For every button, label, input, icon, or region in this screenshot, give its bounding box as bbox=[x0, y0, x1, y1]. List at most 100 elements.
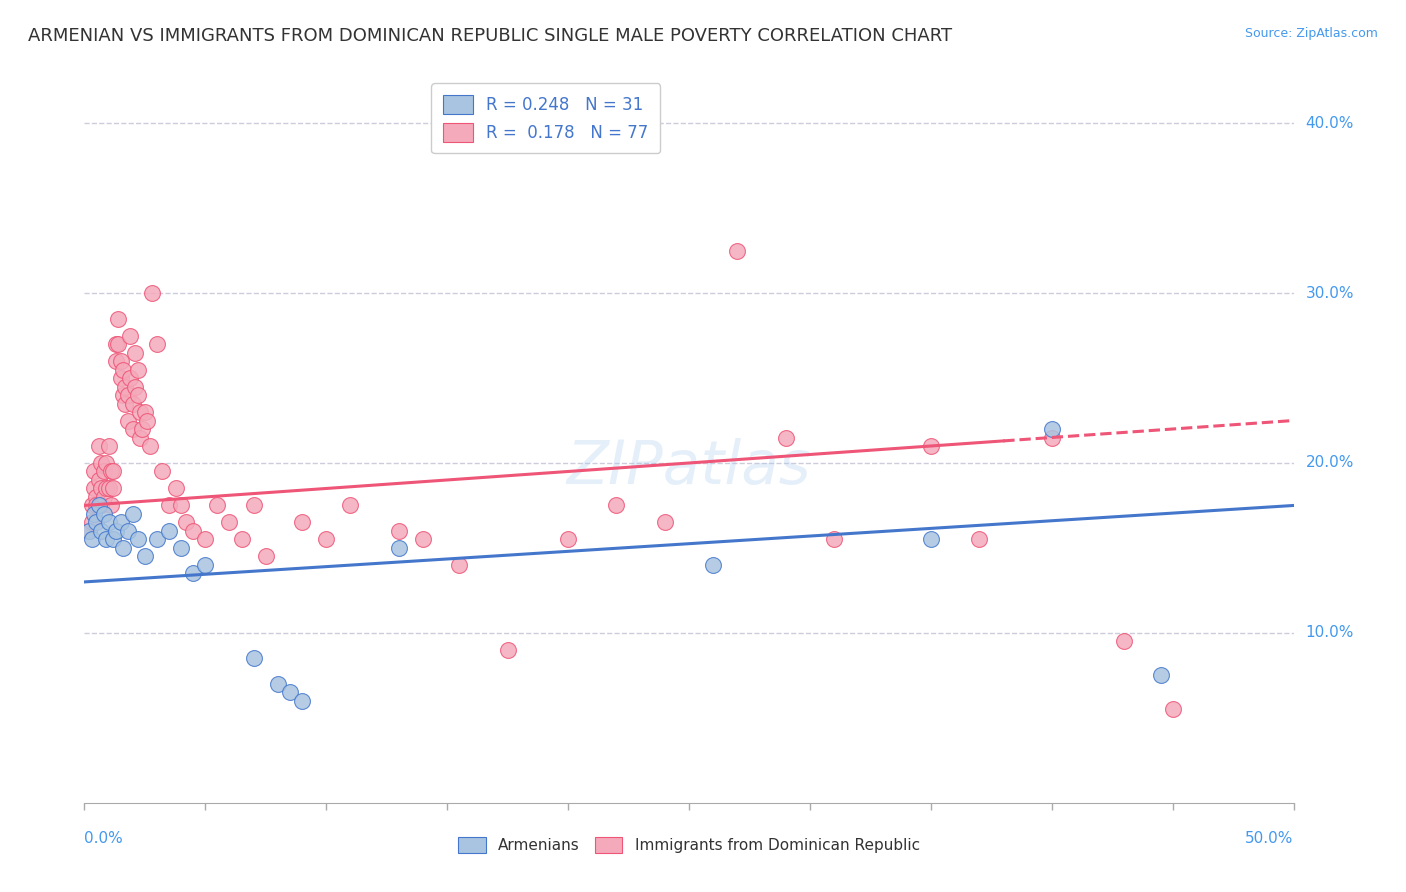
Point bbox=[103, 465, 125, 479]
Point bbox=[181, 524, 204, 538]
Point bbox=[86, 516, 108, 530]
Point bbox=[117, 388, 139, 402]
Text: 10.0%: 10.0% bbox=[1306, 625, 1354, 640]
Text: Source: ZipAtlas.com: Source: ZipAtlas.com bbox=[1244, 27, 1378, 40]
Point bbox=[90, 482, 112, 496]
Point bbox=[77, 524, 100, 538]
Point bbox=[1161, 702, 1184, 716]
Point bbox=[1040, 422, 1063, 436]
Point bbox=[80, 516, 103, 530]
Text: 0.0%: 0.0% bbox=[84, 831, 124, 847]
Point bbox=[104, 524, 127, 538]
Legend: Armenians, Immigrants from Dominican Republic: Armenians, Immigrants from Dominican Rep… bbox=[453, 831, 925, 859]
Point bbox=[94, 482, 117, 496]
Point bbox=[112, 362, 135, 376]
Point bbox=[103, 482, 125, 496]
Point bbox=[114, 396, 136, 410]
Point bbox=[127, 533, 149, 547]
Point bbox=[77, 524, 100, 538]
Point bbox=[136, 413, 159, 427]
Point bbox=[114, 379, 136, 393]
Text: 50.0%: 50.0% bbox=[1246, 831, 1294, 847]
Point bbox=[117, 413, 139, 427]
Point bbox=[388, 524, 411, 538]
Point bbox=[557, 533, 579, 547]
Point bbox=[93, 507, 115, 521]
Point bbox=[124, 379, 146, 393]
Point bbox=[124, 345, 146, 359]
Point bbox=[86, 499, 108, 513]
Point bbox=[150, 465, 173, 479]
Point bbox=[120, 371, 142, 385]
Point bbox=[93, 465, 115, 479]
Point bbox=[291, 694, 314, 708]
Point bbox=[94, 456, 117, 470]
Point bbox=[1040, 430, 1063, 444]
Point bbox=[121, 507, 143, 521]
Point bbox=[104, 337, 127, 351]
Point bbox=[93, 490, 115, 504]
Point bbox=[94, 533, 117, 547]
Point bbox=[207, 499, 229, 513]
Point bbox=[90, 456, 112, 470]
Point bbox=[174, 516, 197, 530]
Point bbox=[254, 549, 277, 564]
Point bbox=[80, 533, 103, 547]
Point bbox=[775, 430, 797, 444]
Point bbox=[654, 516, 676, 530]
Point bbox=[90, 499, 112, 513]
Point bbox=[100, 465, 122, 479]
Point bbox=[112, 388, 135, 402]
Point bbox=[157, 524, 180, 538]
Point bbox=[1114, 634, 1136, 648]
Point bbox=[412, 533, 434, 547]
Point bbox=[315, 533, 337, 547]
Point bbox=[86, 490, 108, 504]
Point bbox=[165, 482, 187, 496]
Point bbox=[967, 533, 990, 547]
Text: ARMENIAN VS IMMIGRANTS FROM DOMINICAN REPUBLIC SINGLE MALE POVERTY CORRELATION C: ARMENIAN VS IMMIGRANTS FROM DOMINICAN RE… bbox=[28, 27, 952, 45]
Point bbox=[278, 685, 301, 699]
Point bbox=[725, 244, 748, 258]
Point bbox=[87, 473, 110, 487]
Point bbox=[129, 405, 152, 419]
Point bbox=[134, 549, 156, 564]
Point bbox=[129, 430, 152, 444]
Point bbox=[97, 439, 120, 453]
Point bbox=[291, 516, 314, 530]
Point bbox=[131, 422, 153, 436]
Point bbox=[83, 465, 105, 479]
Point bbox=[181, 566, 204, 581]
Point bbox=[1149, 668, 1171, 682]
Point bbox=[146, 337, 169, 351]
Point bbox=[339, 499, 361, 513]
Point bbox=[267, 677, 290, 691]
Point bbox=[97, 516, 120, 530]
Point bbox=[134, 405, 156, 419]
Point bbox=[83, 482, 105, 496]
Point bbox=[605, 499, 627, 513]
Text: ZIPatlas: ZIPatlas bbox=[567, 438, 811, 497]
Point bbox=[170, 499, 193, 513]
Point bbox=[121, 396, 143, 410]
Point bbox=[87, 439, 110, 453]
Point bbox=[107, 311, 129, 326]
Text: 40.0%: 40.0% bbox=[1306, 116, 1354, 131]
Point bbox=[110, 516, 132, 530]
Point bbox=[110, 354, 132, 368]
Point bbox=[242, 499, 264, 513]
Point bbox=[120, 328, 142, 343]
Point bbox=[449, 558, 471, 572]
Point bbox=[388, 541, 411, 555]
Point bbox=[97, 482, 120, 496]
Point bbox=[103, 533, 125, 547]
Point bbox=[823, 533, 845, 547]
Text: 30.0%: 30.0% bbox=[1306, 285, 1354, 301]
Point bbox=[107, 337, 129, 351]
Point bbox=[194, 533, 217, 547]
Point bbox=[702, 558, 724, 572]
Point bbox=[138, 439, 160, 453]
Point bbox=[194, 558, 217, 572]
Point bbox=[231, 533, 253, 547]
Text: 20.0%: 20.0% bbox=[1306, 456, 1354, 470]
